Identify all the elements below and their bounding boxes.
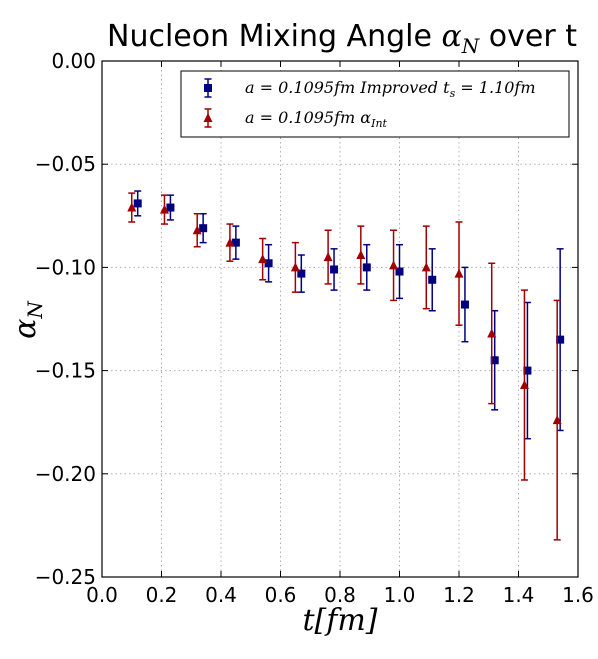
- x-axis-ticks: 0.0 0.2 0.4 0.6 0.8 1.0 1.2 1.4 1.6: [86, 61, 594, 607]
- data-point: [225, 237, 235, 247]
- data-point: [519, 380, 529, 390]
- y-tick-label: −0.05: [35, 152, 96, 176]
- data-point: [421, 262, 431, 272]
- legend-marker: [204, 84, 212, 92]
- data-point: [166, 203, 175, 212]
- y-tick-label: −0.15: [35, 359, 96, 383]
- legend: a = 0.1095fm Improved ts = 1.10fm a = 0.1…: [180, 70, 570, 138]
- data-series: [127, 190, 565, 541]
- data-point: [428, 275, 437, 284]
- data-point: [258, 254, 268, 264]
- grid: [102, 61, 578, 577]
- x-tick-label: 0.0: [86, 583, 118, 607]
- data-point: [552, 415, 562, 425]
- data-point: [330, 265, 339, 274]
- x-axis-label: t[fm]: [302, 603, 377, 638]
- data-point: [231, 238, 240, 247]
- data-point: [323, 252, 333, 262]
- legend-box: [180, 70, 570, 138]
- y-tick-label: −0.25: [35, 565, 96, 589]
- data-point: [297, 269, 306, 278]
- x-tick-label: 0.4: [205, 583, 237, 607]
- data-point: [133, 199, 142, 208]
- x-tick-label: 0.2: [146, 583, 178, 607]
- x-tick-label: 1.6: [562, 583, 594, 607]
- legend-entry-1: a = 0.1095fm Improved ts = 1.10fm: [204, 78, 536, 100]
- data-point: [454, 268, 464, 278]
- y-axis-label: αN: [8, 300, 47, 339]
- x-tick-label: 1.4: [503, 583, 535, 607]
- x-tick-label: 0.6: [265, 583, 297, 607]
- x-tick-label: 0.8: [324, 583, 356, 607]
- data-point: [199, 224, 208, 233]
- y-axis-ticks: 0.00 −0.05 −0.10 −0.15 −0.20 −0.25: [35, 49, 578, 589]
- data-point: [556, 335, 565, 344]
- x-tick-label: 1.0: [384, 583, 416, 607]
- data-point: [487, 328, 497, 338]
- data-point: [264, 259, 273, 268]
- y-tick-label: −0.20: [35, 462, 96, 486]
- series-2: [127, 192, 562, 541]
- y-tick-label: 0.00: [51, 49, 96, 73]
- data-point: [356, 250, 366, 260]
- data-point: [389, 260, 399, 270]
- x-tick-label: 1.2: [443, 583, 475, 607]
- data-point: [127, 202, 137, 212]
- data-point: [395, 267, 404, 276]
- data-point: [460, 300, 469, 309]
- data-point: [490, 356, 499, 365]
- legend-marker: [203, 113, 213, 122]
- data-point: [192, 225, 202, 235]
- chart-title: Nucleon Mixing Angle αN over t: [107, 19, 577, 58]
- data-point: [159, 204, 169, 214]
- data-point: [523, 366, 532, 375]
- data-point: [362, 263, 371, 272]
- data-point: [290, 262, 300, 272]
- y-tick-label: −0.10: [35, 255, 96, 279]
- legend-label: a = 0.1095fm αInt: [245, 108, 388, 130]
- plot-frame: [101, 60, 579, 578]
- legend-entry-2: a = 0.1095fm αInt: [203, 108, 388, 130]
- legend-label: a = 0.1095fm Improved ts = 1.10fm: [245, 78, 536, 100]
